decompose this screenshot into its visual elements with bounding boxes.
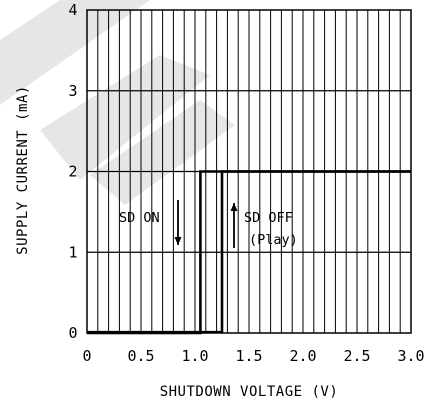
x-tick-label: 0	[82, 347, 91, 365]
x-tick-label: 3.0	[397, 347, 424, 365]
y-tick-label: 1	[68, 243, 77, 261]
sd-on-arrow-arrowhead	[174, 237, 182, 245]
y-tick-label: 2	[68, 163, 77, 181]
x-tick-label: 2.5	[343, 347, 370, 365]
y-tick-label: 3	[68, 82, 77, 100]
series-line-2	[87, 170, 411, 334]
x-tick-label: 1.5	[235, 347, 262, 365]
x-axis-label: SHUTDOWN VOLTAGE (V)	[160, 384, 339, 400]
series-lines	[87, 170, 411, 335]
x-tick-label: 0.5	[127, 347, 154, 365]
y-tick-label: 4	[68, 1, 77, 19]
y-tick-label: 0	[68, 324, 77, 342]
annotation-sd-off: SD OFF	[244, 210, 293, 226]
annotation-sd-on: SD ON	[119, 210, 160, 226]
x-tick-label: 2.0	[289, 347, 316, 365]
x-tick-label: 1.0	[181, 347, 208, 365]
annotations: SD ON SD OFF (Play)	[119, 200, 298, 248]
annotation-play: (Play)	[249, 232, 298, 248]
sd-off-arrow-arrowhead	[230, 203, 238, 211]
x-tick-labels: 0 0.5 1.0 1.5 2.0 2.5 3.0	[82, 347, 424, 365]
y-axis-label: SUPPLY CURRENT (mA)	[15, 85, 31, 255]
y-tick-labels: 0 1 2 3 4	[68, 1, 77, 342]
